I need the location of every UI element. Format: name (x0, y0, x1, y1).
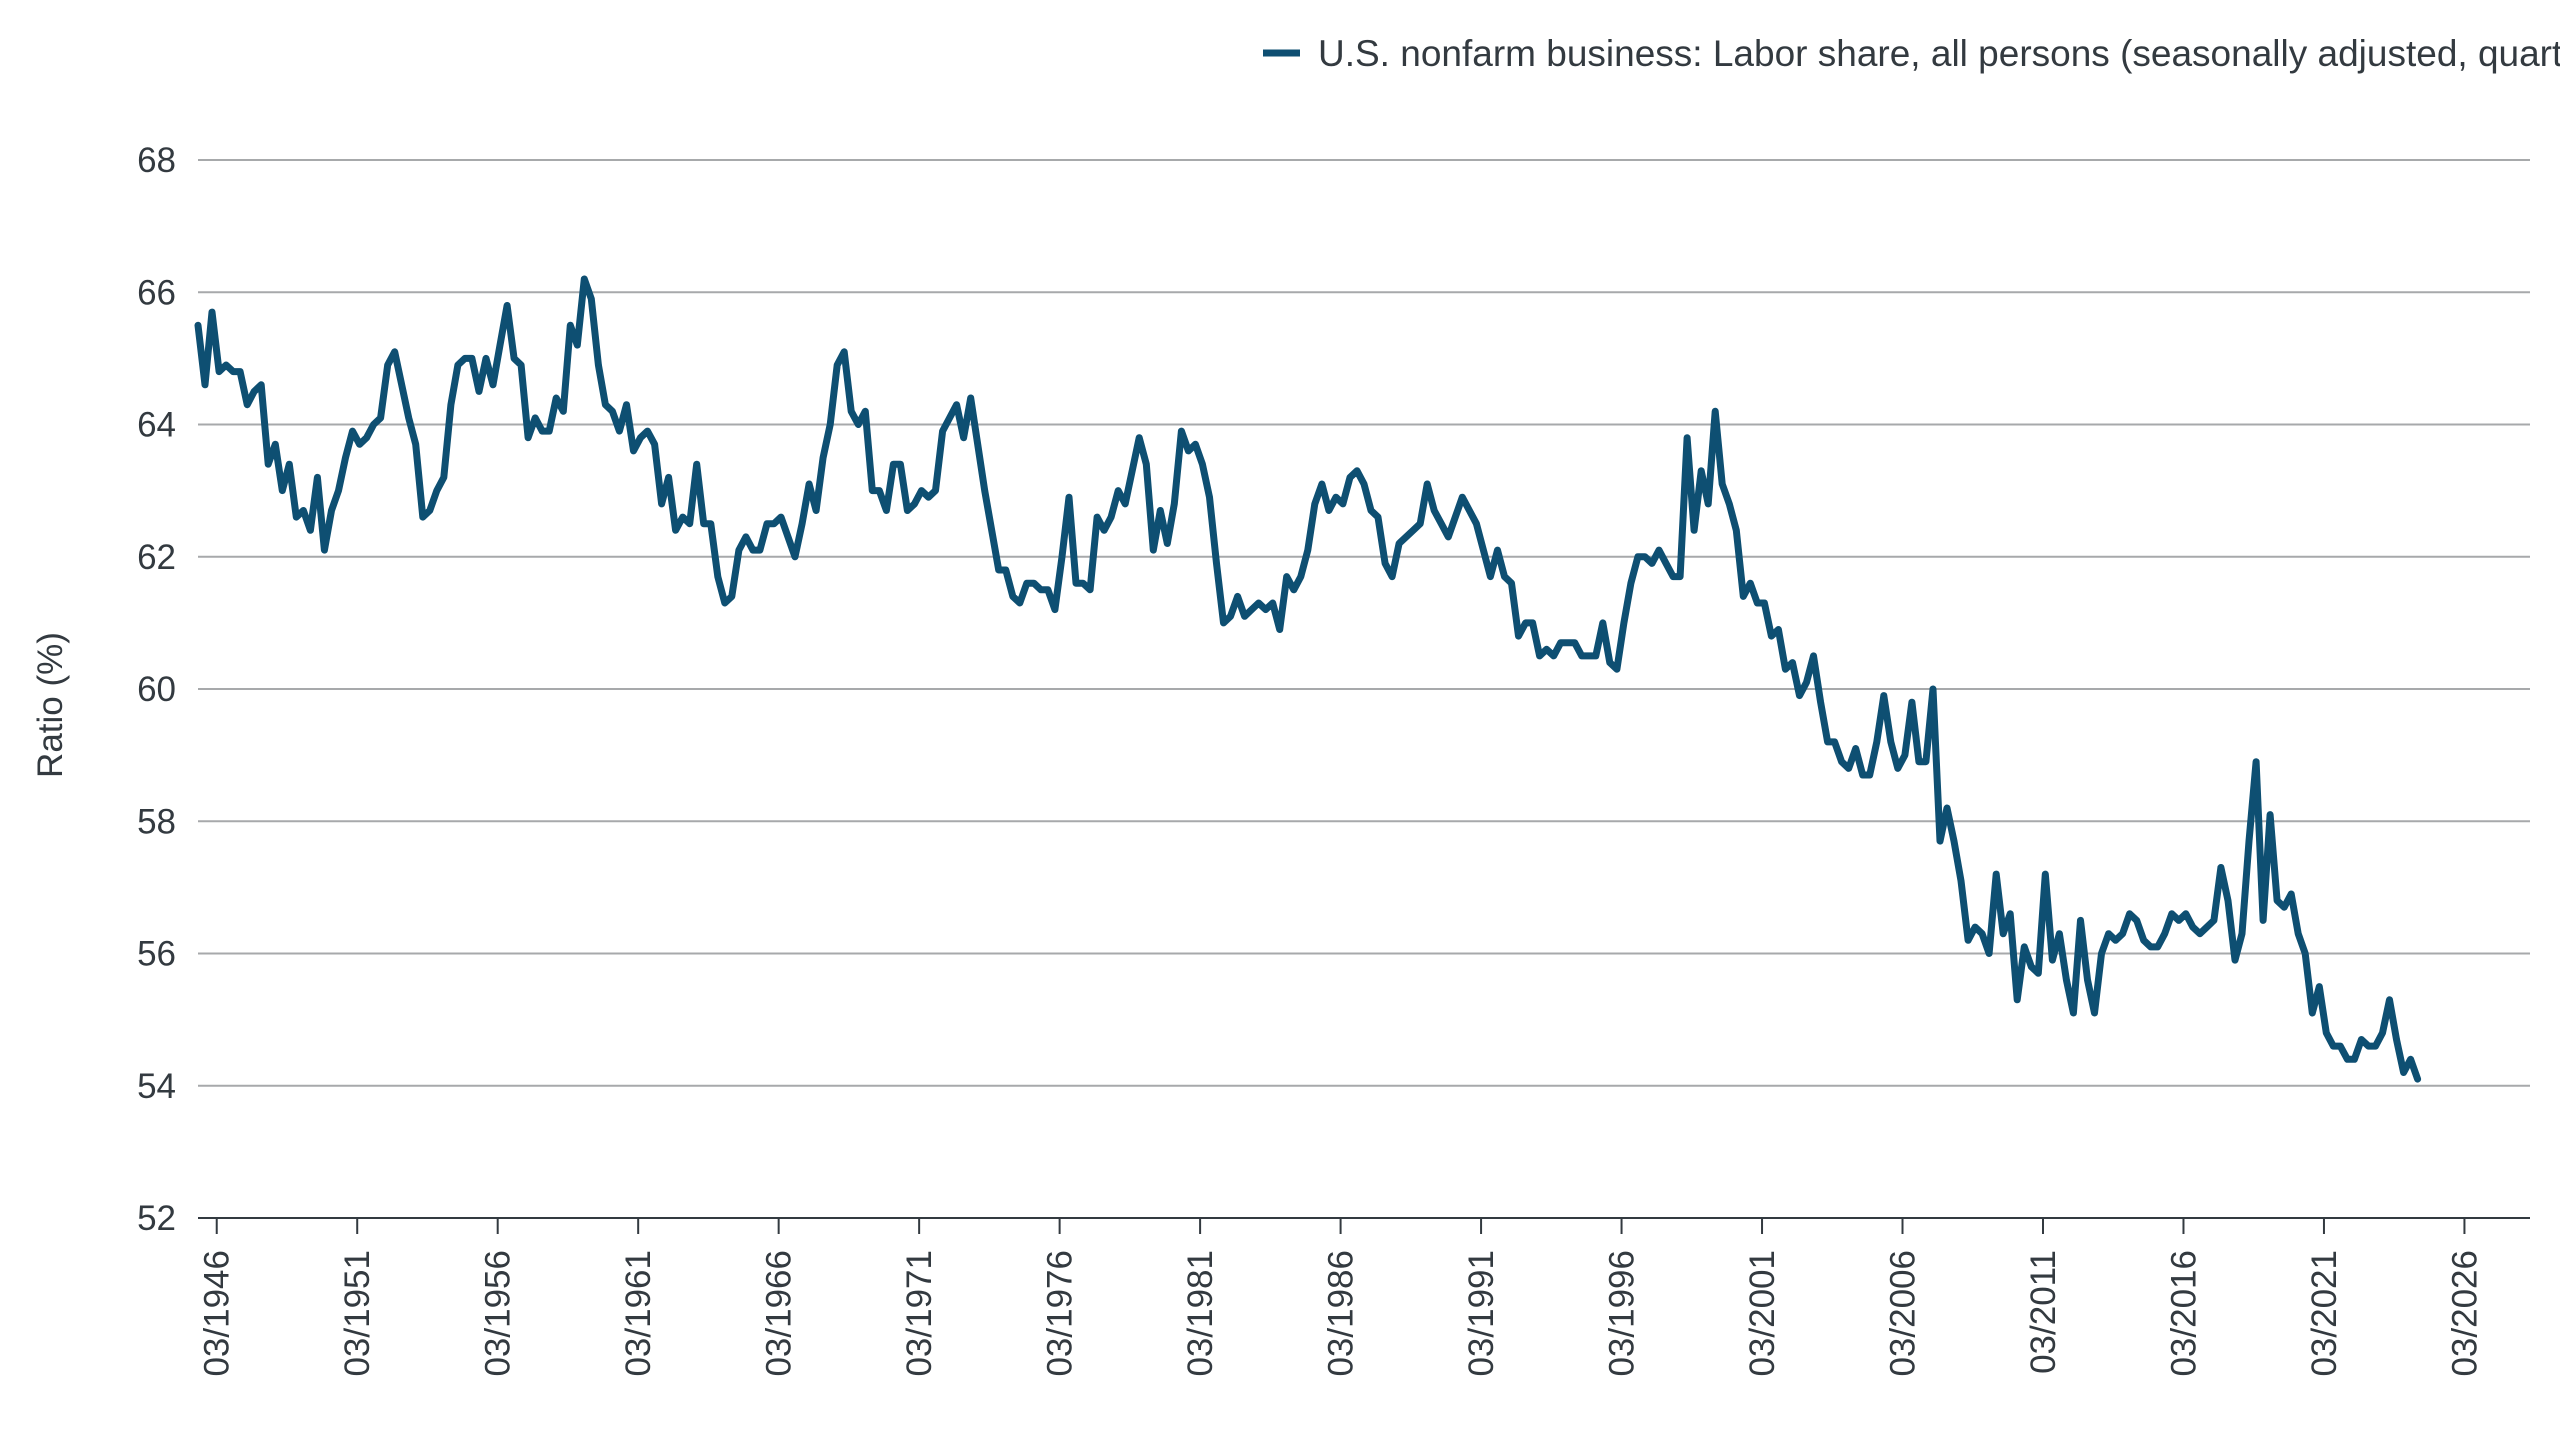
x-tick-label: 03/2001 (1743, 1250, 1782, 1377)
x-tick-label: 03/2006 (1884, 1250, 1923, 1377)
x-tick-label: 03/1981 (1181, 1250, 1220, 1377)
x-tick-label: 03/1946 (198, 1250, 237, 1377)
x-tick-label: 03/2011 (2024, 1250, 2063, 1374)
y-tick-label: 52 (137, 1199, 176, 1238)
x-tick-label: 03/1986 (1322, 1250, 1361, 1377)
series-line (194, 275, 2422, 1083)
x-tick-label: 03/1951 (338, 1250, 377, 1377)
y-tick-label: 60 (137, 670, 176, 709)
gridlines (198, 159, 2530, 1087)
y-tick-label: 66 (137, 273, 176, 312)
x-tick-label: 03/1996 (1603, 1250, 1642, 1377)
x-tick-label: 03/1991 (1462, 1250, 1501, 1377)
x-tick-label: 03/1971 (900, 1250, 939, 1377)
x-tick-label: 03/2016 (2164, 1250, 2203, 1377)
series-layer (194, 275, 2422, 1083)
x-tick-label: 03/1966 (760, 1250, 799, 1377)
y-axis-label: Ratio (%) (31, 632, 70, 778)
x-tick-label: 03/2026 (2445, 1250, 2484, 1377)
y-tick-label: 64 (137, 406, 176, 445)
y-tick-label: 54 (137, 1067, 176, 1106)
x-axis: 03/1946 03/1951 03/1956 03/1961 03/1966 03/19… (198, 1217, 2530, 1377)
y-tick-label: 68 (137, 141, 176, 180)
legend-label: U.S. nonfarm business: Labor share, all … (1318, 33, 2560, 74)
x-tick-label: 03/2021 (2305, 1250, 2344, 1377)
y-tick-label: 58 (137, 802, 176, 841)
y-tick-label: 56 (137, 935, 176, 974)
x-tick-label: 03/1956 (479, 1250, 518, 1377)
x-tick-label: 03/1961 (619, 1250, 658, 1377)
legend: U.S. nonfarm business: Labor share, all … (1263, 33, 2560, 74)
y-tick-label: 62 (137, 538, 176, 577)
x-tick-label: 03/1976 (1041, 1250, 1080, 1377)
y-axis-ticks: 52 54 56 58 60 62 64 66 68 (137, 141, 176, 1238)
